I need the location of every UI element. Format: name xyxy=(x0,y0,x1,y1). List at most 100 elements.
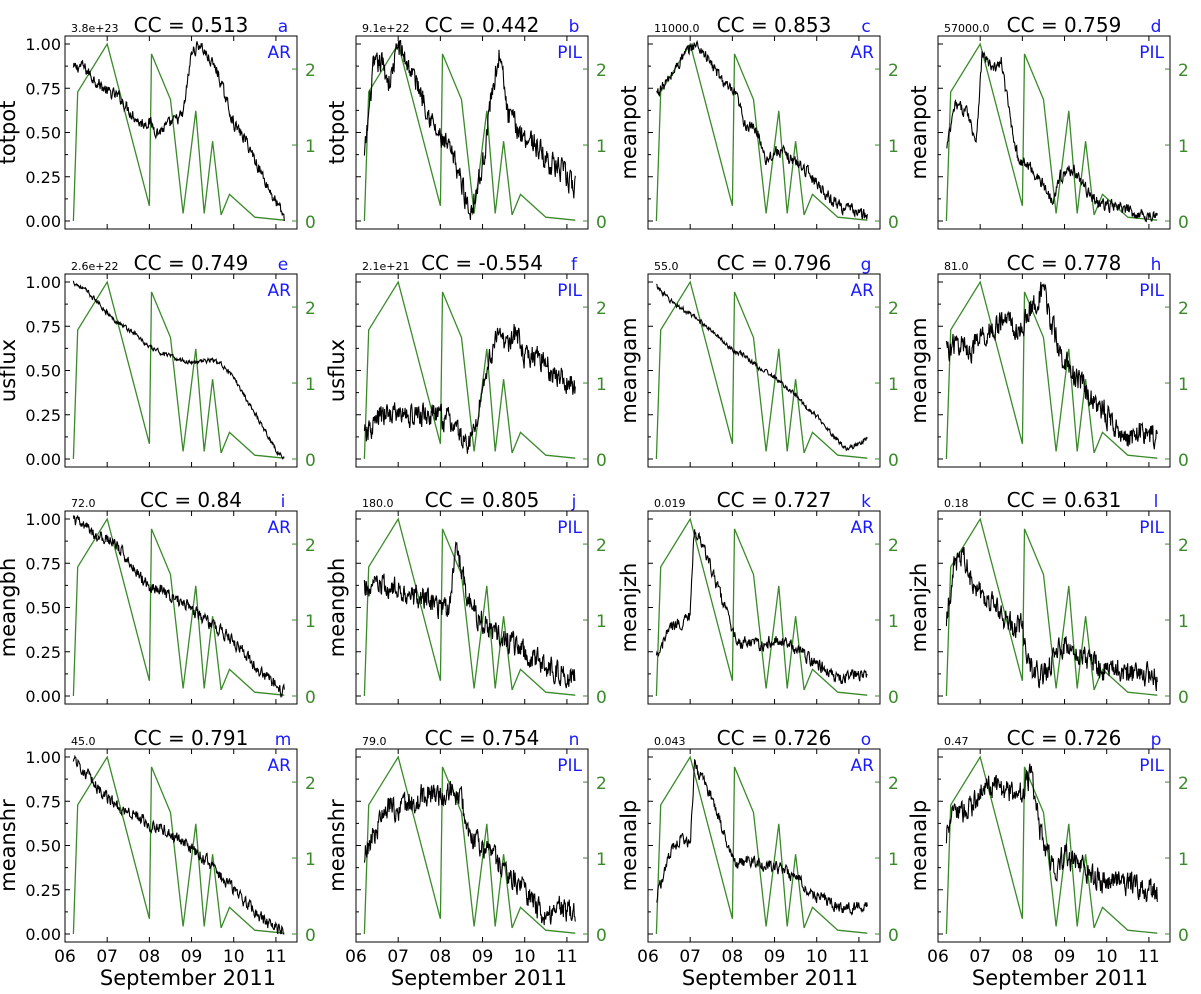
x-tick-label: 07 xyxy=(969,947,991,967)
normalized-parameter-line xyxy=(656,283,868,451)
y2-tick-label: 0 xyxy=(888,213,899,233)
scale-factor: 0.043 xyxy=(654,735,686,748)
flare-index-line xyxy=(72,280,285,460)
panel-i: 0.00 0.25 0.50 0.75 1.00 0 1 2 meangbh 72.0 CC = 0… xyxy=(0,488,316,708)
region-label: AR xyxy=(851,43,875,63)
y-tick-label: 0.75 xyxy=(25,792,61,811)
panel-c: 0 1 2 meanpot 11000.0 CC = 0.853 c AR xyxy=(617,13,899,233)
y2-tick-label: 1 xyxy=(888,612,899,632)
panel-m: 06 07 08 09 10 11 0.00 0.25 0.50 0.75 1.00 0 1 2 means… xyxy=(0,726,316,967)
y-axis-label: meanjzh xyxy=(617,563,641,653)
y-axis-label: totpot xyxy=(325,101,349,165)
y2-tick-label: 1 xyxy=(1178,850,1189,870)
panel-letter: i xyxy=(281,492,286,512)
normalized-parameter-line xyxy=(363,780,576,926)
panel-letter: l xyxy=(1154,492,1159,512)
scale-factor: 0.019 xyxy=(654,497,686,510)
y2-tick-label: 2 xyxy=(1178,61,1189,81)
y2-tick-label: 2 xyxy=(888,774,899,794)
region-label: PIL xyxy=(557,518,582,538)
y-tick-label: 0.50 xyxy=(25,837,61,856)
y-tick-label: 0.50 xyxy=(25,124,61,143)
panel-a: 0.00 0.25 0.50 0.75 1.00 0 1 2 totpot 3.8e+23 CC =… xyxy=(0,13,316,233)
y2-tick-label: 1 xyxy=(596,137,607,157)
region-label: PIL xyxy=(557,281,582,301)
normalized-parameter-line xyxy=(363,541,576,689)
y-tick-label: 0.25 xyxy=(25,881,61,900)
y-axis-label: totpot xyxy=(0,101,20,165)
y2-tick-label: 1 xyxy=(305,850,316,870)
region-label: PIL xyxy=(1139,756,1164,776)
y-tick-label: 0.25 xyxy=(25,168,61,187)
x-tick-label: 08 xyxy=(1012,947,1034,967)
region-label: AR xyxy=(268,756,292,776)
cc-title: CC = 0.754 xyxy=(425,726,540,750)
panel-d: 0 1 2 meanpot 57000.0 CC = 0.759 d PIL xyxy=(907,13,1189,233)
y2-tick-label: 2 xyxy=(596,61,607,81)
panel-k: 0 1 2 meanjzh 0.019 CC = 0.727 k AR xyxy=(617,488,899,708)
panel-p: 06 07 08 09 10 11 0 1 2 meanalp 0.47 CC = 0.726 p PIL xyxy=(907,726,1189,967)
region-label: PIL xyxy=(557,756,582,776)
scale-factor: 2.1e+21 xyxy=(362,260,409,273)
cc-title: CC = 0.726 xyxy=(1007,726,1122,750)
normalized-parameter-line xyxy=(656,758,868,916)
y2-tick-label: 0 xyxy=(305,926,316,946)
y2-tick-label: 2 xyxy=(1178,774,1189,794)
x-tick-label: 09 xyxy=(764,947,786,967)
xlabel-col-2: September 2011 xyxy=(391,966,567,990)
y2-tick-label: 0 xyxy=(1178,213,1189,233)
y2-tick-label: 0 xyxy=(596,926,607,946)
cc-title: CC = 0.805 xyxy=(425,488,540,512)
panel-h: 0 1 2 meangam 81.0 CC = 0.778 h PIL xyxy=(907,251,1189,471)
y-axis-label: meanshr xyxy=(325,799,349,892)
y2-tick-label: 1 xyxy=(888,850,899,870)
normalized-parameter-line xyxy=(945,281,1158,450)
region-label: PIL xyxy=(1139,518,1164,538)
flare-index-line xyxy=(655,755,868,935)
panel-letter: c xyxy=(861,17,870,37)
flare-index-line xyxy=(363,755,576,935)
scale-factor: 2.6e+22 xyxy=(71,260,118,273)
cc-title: CC = 0.513 xyxy=(134,13,249,37)
x-tick-label: 06 xyxy=(54,947,76,967)
x-tick-label: 10 xyxy=(223,947,245,967)
flare-index-line xyxy=(945,280,1158,460)
y2-tick-label: 2 xyxy=(888,536,899,556)
panel-n: 06 07 08 09 10 11 0 1 2 meanshr 79.0 CC = 0.754 n PIL xyxy=(325,726,607,967)
scale-factor: 57000.0 xyxy=(944,22,990,35)
y2-tick-label: 1 xyxy=(305,612,316,632)
normalized-parameter-line xyxy=(945,547,1158,692)
xlabel-col-1: September 2011 xyxy=(100,966,276,990)
y2-tick-label: 0 xyxy=(888,688,899,708)
y-tick-label: 1.00 xyxy=(25,35,61,54)
x-tick-label: 06 xyxy=(637,947,659,967)
panel-letter: g xyxy=(861,255,872,275)
cc-title: CC = 0.778 xyxy=(1007,251,1122,275)
y-axis-label: meangam xyxy=(907,317,931,423)
x-tick-label: 07 xyxy=(679,947,701,967)
region-label: PIL xyxy=(557,43,582,63)
y2-tick-label: 0 xyxy=(888,451,899,471)
scale-factor: 79.0 xyxy=(362,735,387,748)
y2-tick-label: 2 xyxy=(305,774,316,794)
y2-tick-label: 0 xyxy=(305,451,316,471)
y2-tick-label: 0 xyxy=(596,213,607,233)
scale-factor: 81.0 xyxy=(944,260,969,273)
y-axis-label: usflux xyxy=(0,339,20,402)
region-label: AR xyxy=(268,518,292,538)
scale-factor: 0.18 xyxy=(944,497,969,510)
y2-tick-label: 1 xyxy=(1178,612,1189,632)
x-tick-label: 10 xyxy=(806,947,828,967)
flare-index-line xyxy=(655,517,868,697)
cc-title: CC = 0.759 xyxy=(1007,13,1122,37)
panel-letter: n xyxy=(569,730,580,750)
normalized-parameter-line xyxy=(72,280,285,461)
y2-tick-label: 1 xyxy=(305,375,316,395)
flare-index-line xyxy=(72,755,285,935)
normalized-parameter-line xyxy=(656,39,868,220)
normalized-parameter-line xyxy=(72,515,285,699)
region-label: PIL xyxy=(1139,43,1164,63)
flare-index-line xyxy=(72,42,285,222)
x-tick-label: 07 xyxy=(387,947,409,967)
region-label: AR xyxy=(851,518,875,538)
